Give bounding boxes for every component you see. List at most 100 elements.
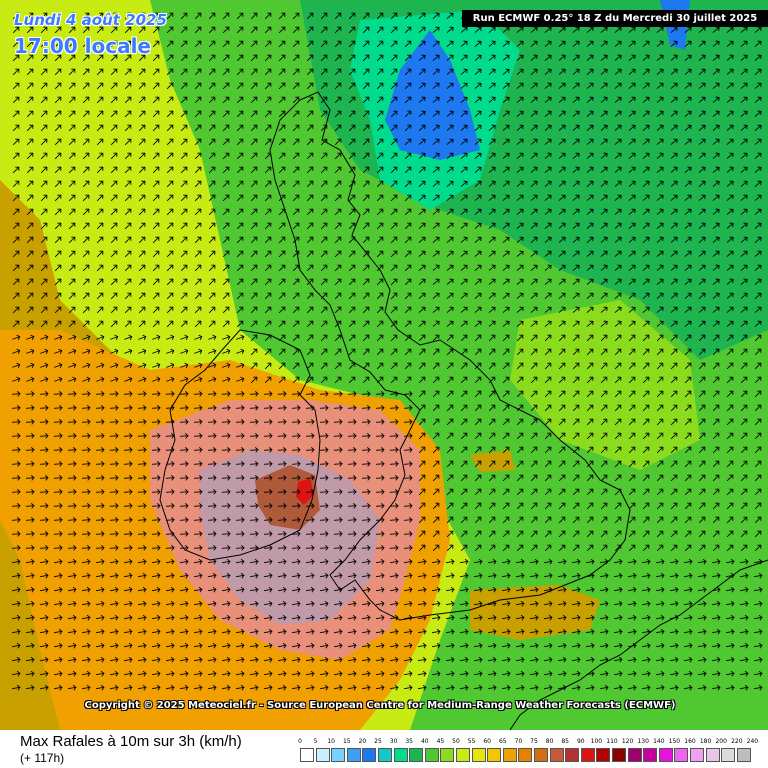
wind-arrow [432,334,440,342]
wind-arrow [306,334,314,342]
wind-arrow [572,264,580,271]
wind-arrow [320,166,328,174]
wind-arrow [292,12,300,20]
wind-arrow [68,278,76,286]
wind-arrow [124,180,132,188]
wind-arrow [208,208,216,216]
wind-arrow [264,68,272,76]
model-run-label: Run ECMWF 0.25° 18 Z du Mercredi 30 juil… [462,10,768,27]
wind-arrow [460,26,468,33]
wind-arrow [586,278,594,285]
wind-arrow [208,278,216,286]
wind-arrow [418,152,426,159]
wind-arrow [278,124,286,132]
wind-arrow [208,12,216,20]
wind-arrow [82,68,90,76]
wind-arrow [208,222,216,230]
wind-arrow [152,194,160,202]
wind-arrow [278,320,286,328]
wind-arrow [488,264,496,271]
wind-arrow [502,180,510,187]
wind-arrow [208,96,216,104]
wind-arrow [404,320,412,328]
wind-arrow [236,82,244,90]
wind-arrow [124,68,132,76]
wind-arrow [516,152,524,159]
wind-arrow [418,334,426,342]
wind-arrow [754,334,762,342]
wind-arrow [488,250,496,257]
wind-arrow [250,166,258,174]
wind-arrow [180,82,188,90]
wind-arrow [362,278,370,286]
wind-arrow [586,292,594,299]
wind-arrow [250,12,258,20]
wind-arrow [684,278,692,285]
wind-arrow [712,110,720,117]
wind-arrow [544,236,552,243]
wind-arrow [754,264,762,271]
wind-arrow [208,138,216,146]
wind-arrow [222,194,230,202]
wind-arrow [124,82,132,90]
wind-arrow [390,166,398,174]
wind-arrow [82,292,90,300]
wind-arrow [138,278,146,286]
legend-swatch [612,748,626,762]
wind-arrow [250,278,258,286]
legend-swatch [565,748,580,762]
wind-arrow [628,292,636,299]
wind-arrow [194,236,202,244]
wind-arrow [684,320,692,327]
wind-arrow [404,12,412,20]
wind-arrow [698,194,706,201]
wind-arrow [642,278,650,285]
wind-arrow [292,110,300,118]
wind-arrow [152,348,161,355]
wind-arrow [194,26,202,34]
wind-arrow [740,124,748,131]
wind-arrow [138,208,146,216]
wind-arrow [194,68,202,76]
wind-arrow [600,194,608,201]
wind-arrow [712,26,720,33]
wind-arrow [726,320,734,327]
wind-arrow [404,194,412,202]
wind-arrow [614,264,622,271]
wind-arrow [712,194,720,201]
wind-arrow [712,124,720,131]
wind-arrow [250,334,258,342]
wind-arrow [390,250,398,258]
wind-arrow [82,180,90,188]
wind-arrow [586,152,594,159]
wind-arrow [208,292,216,300]
wind-arrow [460,180,468,187]
wind-arrow [26,222,34,230]
wind-arrow [474,82,482,89]
wind-arrow [166,68,174,76]
wind-arrow [432,54,440,61]
wind-arrow [236,68,244,76]
wind-arrow [698,96,706,103]
wind-arrow [642,166,650,173]
wind-arrow [264,194,272,202]
wind-arrow [670,250,678,257]
wind-arrow [628,320,636,327]
wind-arrow [628,68,636,75]
wind-arrow [446,138,454,145]
wind-arrow [572,194,580,201]
wind-arrow [460,152,468,159]
wind-arrow [558,138,566,145]
wind-arrow [54,12,62,20]
wind-arrow [320,348,328,356]
wind-arrow [54,222,62,230]
wind-arrow [264,362,272,370]
wind-arrow [390,278,398,286]
wind-arrow [12,222,20,230]
wind-arrow [320,68,328,76]
wind-arrow [656,152,664,159]
wind-arrow [166,166,174,174]
wind-arrow [138,26,146,34]
wind-arrow [138,54,146,62]
wind-arrow [656,236,664,243]
